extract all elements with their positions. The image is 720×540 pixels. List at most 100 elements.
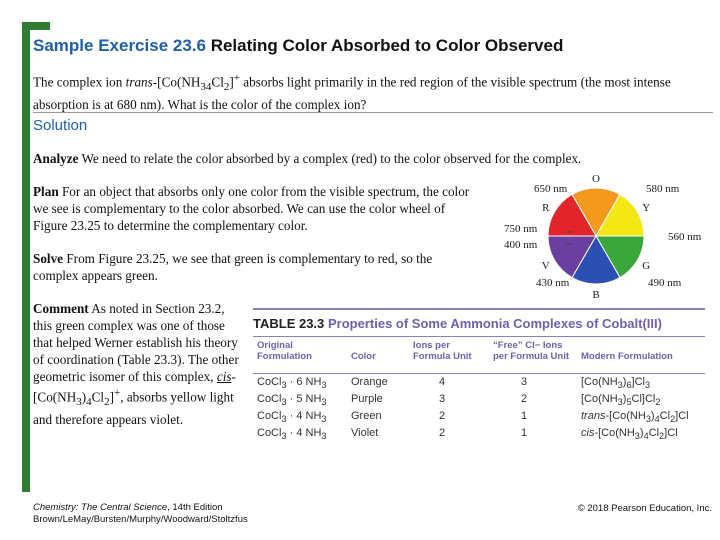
table-label: TABLE 23.3 xyxy=(253,316,325,331)
analyze-text: We need to relate the color absorbed by … xyxy=(78,151,582,166)
wheel-segment xyxy=(571,235,621,285)
book-authors: Brown/LeMay/Bursten/Murphy/Woodward/Stol… xyxy=(33,514,248,525)
slide-title: Sample Exercise 23.6 Relating Color Abso… xyxy=(33,36,563,56)
book-title: Chemistry: The Central Science xyxy=(33,502,168,513)
exercise-number: Sample Exercise 23.6 xyxy=(33,36,206,55)
problem-sub: 2 xyxy=(223,81,230,94)
green-bracket-vertical xyxy=(22,22,30,492)
color-wheel: O Y G B V R xyxy=(542,173,650,301)
table-cell: 4 xyxy=(439,376,446,388)
divider xyxy=(33,112,713,113)
table-header-row: Original Formulation Color Ions per Form… xyxy=(253,336,705,374)
problem-bracket: ] xyxy=(229,74,234,90)
green-bracket-top xyxy=(22,22,50,30)
comment-bracket: ) xyxy=(81,389,87,405)
wheel-segment xyxy=(547,193,597,237)
comment-sub: 3 xyxy=(76,396,82,409)
color-wheel-figure: O Y G B V R 650 nm 580 nm 750 nm 400 nm 560 n… xyxy=(504,173,702,301)
problem-sup: + xyxy=(233,72,240,84)
table-cell: 2 xyxy=(439,427,446,439)
problem-text: absorbs light primarily in the red regio… xyxy=(33,74,671,113)
comment-label: Comment xyxy=(33,301,89,316)
comment-text: Cl xyxy=(91,389,105,405)
column-header: Original Formulation xyxy=(257,340,312,362)
column-header: Color xyxy=(351,351,376,362)
table-cell: CoCl3 · 4 NH3 xyxy=(257,410,327,425)
wheel-segment xyxy=(595,235,645,279)
wavelength-label: 430 nm xyxy=(536,277,570,289)
comment-paragraph: Comment As noted in Section 23.2, this g… xyxy=(33,300,245,428)
wavelength-label: 560 nm xyxy=(668,231,702,243)
column-header: “Free” Cl− Ions per Formula Unit xyxy=(493,340,570,362)
wheel-letter: G xyxy=(642,260,650,272)
table-cell: Purple xyxy=(351,393,383,405)
table-cell: Orange xyxy=(351,376,388,388)
table-row: CoCl3 · 6 NH3 Orange 4 3 [Co(NH3)6]Cl3 xyxy=(253,374,705,391)
table-cell: 3 xyxy=(439,393,446,405)
wheel-segment xyxy=(595,193,645,237)
table-cell: 3 xyxy=(521,376,528,388)
wheel-letter: O xyxy=(592,173,600,185)
comment-sub: 2 xyxy=(104,396,110,409)
plan-label: Plan xyxy=(33,184,59,199)
analyze-label: Analyze xyxy=(33,151,79,166)
exercise-name: Relating Color Absorbed to Color Observe… xyxy=(210,36,564,55)
problem-sub: 4 xyxy=(205,81,212,94)
column-header: Ions per Formula Unit xyxy=(413,340,472,362)
table-cell: Green xyxy=(351,410,382,422)
solve-text: From Figure 23.25, we see that green is … xyxy=(33,251,433,283)
table-cell: CoCl3 · 6 NH3 xyxy=(257,376,327,391)
comment-text: ] xyxy=(109,389,115,405)
problem-trans: trans xyxy=(125,74,153,90)
comment-sup: + xyxy=(114,387,121,399)
solve-paragraph: Solve From Figure 23.25, we see that gre… xyxy=(33,250,473,284)
table-cell: Violet xyxy=(351,427,379,439)
comment-text: -[Co(NH xyxy=(33,369,236,405)
comment-sub: 4 xyxy=(86,396,92,409)
column-header: Modern Formulation xyxy=(581,351,673,362)
table-23-3: TABLE 23.3 Properties of Some Ammonia Co… xyxy=(253,308,705,442)
wheel-letter: V xyxy=(542,260,550,272)
book-edition: , 14th Edition xyxy=(167,502,223,513)
analyze-paragraph: Analyze We need to relate the color abso… xyxy=(33,150,703,167)
table-cell: [Co(NH3)5Cl]Cl2 xyxy=(581,393,661,408)
problem-sub: 3 xyxy=(200,81,206,94)
table-cell: 2 xyxy=(439,410,446,422)
plan-text: For an object that absorbs only one colo… xyxy=(33,184,470,233)
table-cell: cis-[Co(NH3)4Cl2]Cl xyxy=(581,427,678,442)
table-title: TABLE 23.3 Properties of Some Ammonia Co… xyxy=(253,308,705,336)
table-cell: [Co(NH3)6]Cl3 xyxy=(581,376,651,391)
problem-text: The complex ion xyxy=(33,74,126,90)
wheel-segment xyxy=(571,187,621,237)
wavelength-label: 580 nm xyxy=(646,183,680,195)
table-row: CoCl3 · 4 NH3 Green 2 1 trans-[Co(NH3)4Cl2]C… xyxy=(253,408,705,425)
wheel-letter: Y xyxy=(642,202,650,214)
table-cell: CoCl3 · 4 NH3 xyxy=(257,427,327,442)
problem-statement: The complex ion trans-[Co(NH3]4Cl2]+ abs… xyxy=(33,70,693,113)
comment-text: , absorbs yellow light and therefore app… xyxy=(33,389,234,428)
wavelength-label: 750 nm xyxy=(504,223,538,235)
comment-text: As noted in Section 23.2, this green com… xyxy=(33,301,239,384)
wheel-letter: R xyxy=(542,202,550,214)
footer-citation: Chemistry: The Central Science, 14th Edi… xyxy=(33,502,248,526)
table-cell: CoCl3 · 5 NH3 xyxy=(257,393,327,408)
solution-header: Solution xyxy=(33,117,88,134)
table-cell: trans-[Co(NH3)4Cl2]Cl xyxy=(581,410,689,425)
table-cell: 1 xyxy=(521,410,528,422)
comment-cis: cis xyxy=(216,369,232,384)
copyright: © 2018 Pearson Education, Inc. xyxy=(577,503,712,514)
wheel-letter: B xyxy=(592,289,599,301)
table-cell: 1 xyxy=(521,427,528,439)
table-caption: Properties of Some Ammonia Complexes of … xyxy=(328,316,662,331)
table-row: CoCl3 · 5 NH3 Purple 3 2 [Co(NH3)5Cl]Cl2 xyxy=(253,391,705,408)
plan-paragraph: Plan For an object that absorbs only one… xyxy=(33,183,473,234)
wavelength-label: 400 nm xyxy=(504,239,538,251)
problem-text: Cl xyxy=(211,74,224,90)
table-row: CoCl3 · 4 NH3 Violet 2 1 cis-[Co(NH3)4Cl2]Cl xyxy=(253,425,705,442)
wavelength-label: 650 nm xyxy=(534,183,568,195)
problem-text: -[Co(NH xyxy=(152,74,201,90)
wavelength-label: 490 nm xyxy=(648,277,682,289)
solve-label: Solve xyxy=(33,251,64,266)
table-cell: 2 xyxy=(521,393,528,405)
wheel-segment xyxy=(547,235,597,279)
